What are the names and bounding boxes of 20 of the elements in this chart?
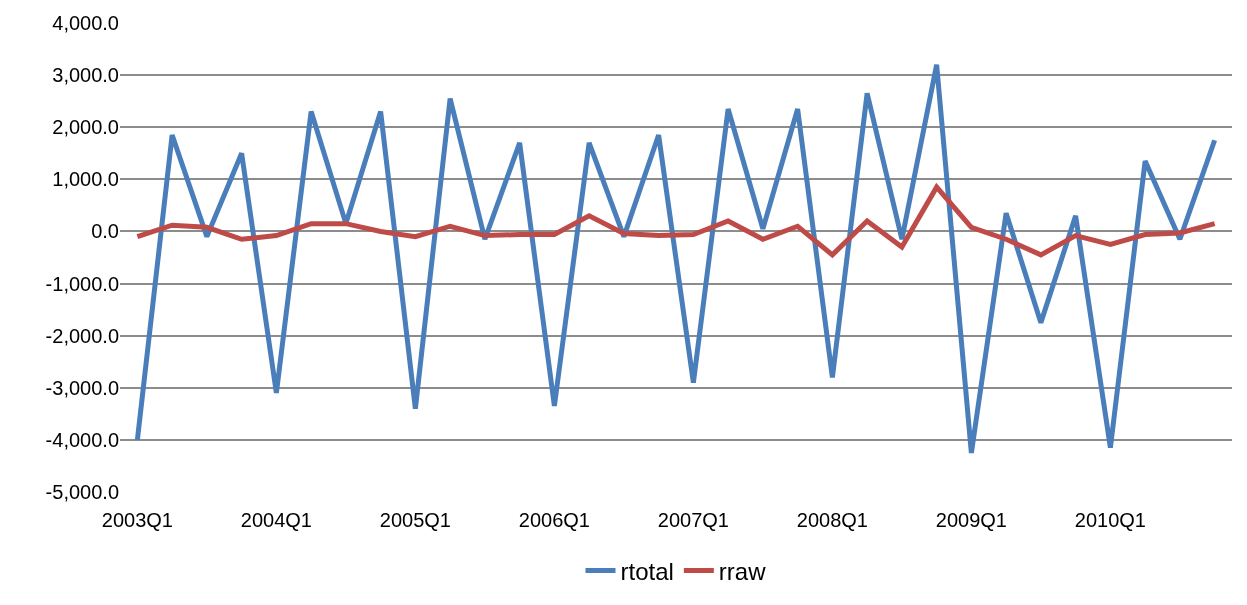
y-tick-label: 0.0 — [91, 220, 119, 243]
x-tick-label: 2010Q1 — [1074, 509, 1146, 531]
y-tick-label: -1,000.0 — [45, 272, 119, 295]
x-tick-label: 2009Q1 — [935, 509, 1007, 531]
legend-label: rtotal — [620, 557, 674, 585]
x-tick-label: 2003Q1 — [101, 509, 173, 531]
y-tick-label: -2,000.0 — [45, 324, 119, 347]
legend-label: rraw — [718, 557, 767, 585]
y-tick-label: -3,000.0 — [45, 376, 119, 399]
y-tick-label: 2,000.0 — [52, 116, 119, 139]
x-tick-label: 2004Q1 — [240, 509, 312, 531]
y-tick-label: 1,000.0 — [52, 168, 119, 191]
y-tick-label: 3,000.0 — [52, 64, 119, 87]
y-tick-label: -4,000.0 — [45, 428, 119, 451]
x-tick-label: 2006Q1 — [518, 509, 590, 531]
y-tick-label: -5,000.0 — [45, 481, 119, 503]
x-tick-label: 2008Q1 — [796, 509, 868, 531]
y-tick-label: 4,000.0 — [52, 12, 119, 34]
x-tick-label: 2007Q1 — [657, 509, 729, 531]
x-tick-label: 2005Q1 — [379, 509, 451, 531]
